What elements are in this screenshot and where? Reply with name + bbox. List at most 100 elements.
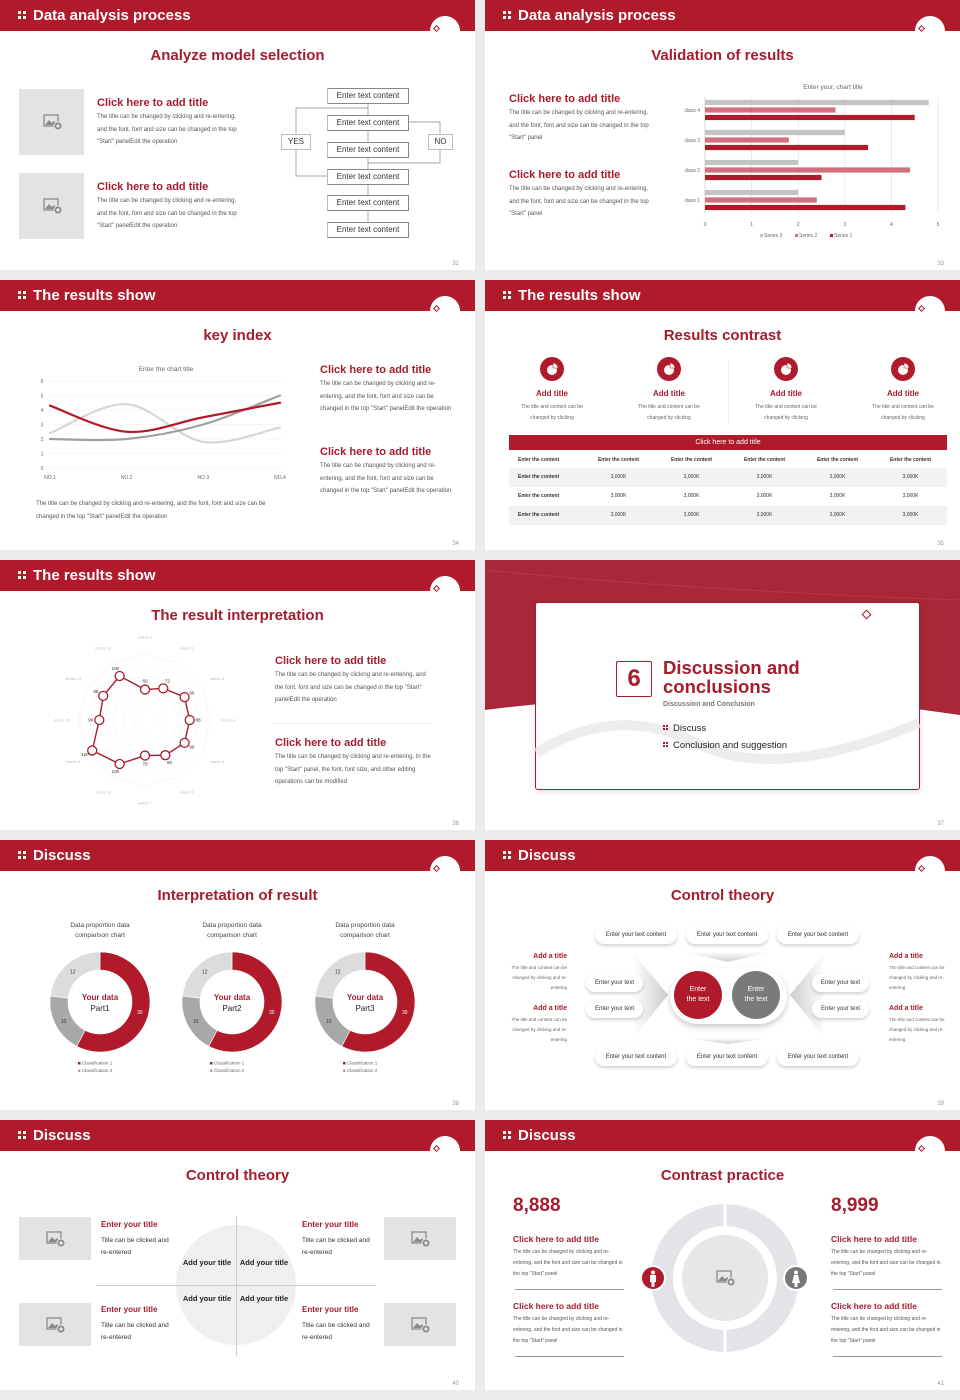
item-body[interactable]: The title can be changed by clicking and… — [509, 110, 649, 141]
item-title[interactable]: Enter your title — [302, 1305, 359, 1314]
slide-title[interactable]: Validation of results — [651, 47, 794, 64]
item-title[interactable]: Add a title — [533, 953, 567, 960]
data-label: 120 — [81, 752, 89, 757]
item-body[interactable]: The title can be changed by clicking and… — [831, 1249, 941, 1277]
feature-title[interactable]: Add title — [770, 389, 802, 398]
item-title[interactable]: Click here to add title — [509, 93, 621, 105]
quadrant-title[interactable]: Add your title — [182, 1294, 232, 1303]
bullet-item[interactable]: Conclusion and suggestion — [663, 740, 787, 751]
yes-box[interactable]: YES — [281, 134, 311, 150]
feature-title[interactable]: Add title — [536, 389, 568, 398]
dots-icon — [18, 1130, 21, 1134]
text-pill[interactable]: Enter your text — [812, 974, 869, 992]
flow-step-box[interactable]: Enter text content — [327, 88, 409, 104]
item-body[interactable]: Title can be clicked and re-entered — [302, 1322, 370, 1341]
image-placeholder[interactable] — [19, 173, 84, 239]
item-title[interactable]: Click here to add title — [97, 97, 209, 109]
item-title[interactable]: Click here to add title — [320, 446, 432, 458]
item-title[interactable]: Click here to add title — [831, 1234, 917, 1244]
text-pill[interactable]: Enter your text — [586, 974, 643, 992]
chart-caption[interactable]: The title can be changed by clicking and… — [36, 501, 266, 520]
gray-circle[interactable]: Enter the text — [732, 971, 780, 1019]
item-body[interactable]: The title can be changed by clicking and… — [509, 186, 649, 217]
item-body[interactable]: Title can be clicked and re-entered — [302, 1237, 370, 1256]
item-title[interactable]: Enter your title — [302, 1220, 359, 1229]
no-box[interactable]: NO — [428, 134, 453, 150]
item-title[interactable]: Click here to add title — [97, 181, 209, 193]
item-title[interactable]: Click here to add title — [831, 1301, 917, 1311]
item-title[interactable]: Add a title — [889, 1005, 923, 1012]
item-body[interactable]: The title can be changed by clicking and… — [513, 1316, 623, 1344]
item-title[interactable]: Enter your title — [101, 1305, 158, 1314]
flow-step-box[interactable]: Enter text content — [327, 115, 409, 131]
red-circle[interactable]: Enter the text — [674, 971, 722, 1019]
section-title[interactable]: Discussion and conclusions — [663, 657, 800, 697]
item-body[interactable]: The title can be changed by clicking and… — [320, 463, 452, 494]
item-body[interactable]: The title can be changed by clicking and… — [275, 672, 426, 703]
text-pill[interactable]: Enter your text content — [686, 926, 768, 944]
text-pill[interactable]: Enter your text content — [777, 1048, 859, 1066]
image-placeholder[interactable] — [384, 1303, 456, 1346]
item-title[interactable]: Click here to add title — [275, 737, 387, 749]
slide-title[interactable]: Contrast practice — [660, 1167, 785, 1184]
item-body[interactable]: The title and content can be changed by … — [889, 1017, 945, 1042]
feature-body[interactable]: The title and content can be changed by … — [872, 404, 934, 421]
item-title[interactable]: Add a title — [889, 953, 923, 960]
item-body[interactable]: The title can be changed by clicking and… — [97, 198, 237, 229]
item-title[interactable]: Click here to add title — [513, 1301, 599, 1311]
slide-title[interactable]: Interpretation of result — [157, 887, 318, 904]
item-title[interactable]: Click here to add title — [275, 655, 387, 667]
flow-step-box[interactable]: Enter text content — [327, 142, 409, 158]
mountain — [413, 1236, 425, 1242]
bullet-item[interactable]: Discuss — [663, 723, 706, 734]
text-pill[interactable]: Enter your text content — [595, 1048, 677, 1066]
item-body[interactable]: The title and content can be changed by … — [511, 1017, 567, 1042]
slide-title[interactable]: Results contrast — [663, 327, 782, 344]
item-title[interactable]: Click here to add title — [513, 1234, 599, 1244]
text-pill[interactable]: Enter your text content — [777, 926, 859, 944]
slide-title[interactable]: Analyze model selection — [150, 47, 325, 64]
feature-body[interactable]: The title and content can be changed by … — [755, 404, 817, 421]
table-row: Enter the content 3,000K 3,000K 3,000K 3,000… — [509, 468, 947, 487]
text-pill[interactable]: Enter your text content — [595, 926, 677, 944]
flow-step-box[interactable]: Enter text content — [327, 195, 409, 211]
item-body[interactable]: The title and content can be changed by … — [511, 965, 567, 990]
quadrant-title[interactable]: Add your title — [182, 1258, 232, 1267]
item-body[interactable]: Title can be clicked and re-entered — [101, 1322, 169, 1341]
quadrant-title[interactable]: Add your title — [239, 1294, 289, 1303]
item-body[interactable]: The title can be changed by clicking and… — [97, 114, 237, 145]
flow-step-box[interactable]: Enter text content — [327, 222, 409, 238]
item-title[interactable]: Enter your title — [101, 1220, 158, 1229]
feature-body[interactable]: The title and content can be changed by … — [638, 404, 700, 421]
slide-title[interactable]: The result interpretation — [151, 607, 324, 624]
plus — [59, 1326, 63, 1331]
item-title[interactable]: Click here to add title — [320, 364, 432, 376]
table-title-bar[interactable]: Click here to add title — [509, 435, 947, 450]
image-placeholder[interactable] — [19, 89, 84, 155]
image-placeholder[interactable] — [19, 1217, 91, 1260]
image-placeholder[interactable] — [19, 1303, 91, 1346]
flow-step-box[interactable]: Enter text content — [327, 169, 409, 185]
slide-title[interactable]: Control theory — [185, 1167, 290, 1184]
image-placeholder[interactable] — [384, 1217, 456, 1260]
item-body[interactable]: The title can be changed by clicking and… — [831, 1316, 941, 1344]
item-body[interactable]: The title and content can be changed by … — [889, 965, 945, 990]
text-pill[interactable]: Enter your text — [586, 1000, 643, 1018]
text-pill[interactable]: Enter your text content — [686, 1048, 768, 1066]
item-body[interactable]: Title can be clicked and re-entered — [101, 1237, 169, 1256]
slide-title[interactable]: Control theory — [670, 887, 775, 904]
feature-body[interactable]: The title and content can be changed by … — [521, 404, 583, 421]
item-body[interactable]: The title can be changed by clicking and… — [320, 381, 452, 412]
item-title[interactable]: Click here to add title — [509, 169, 621, 181]
slide-title[interactable]: key index — [203, 327, 272, 344]
item-body[interactable]: The title can be changed by clicking and… — [513, 1249, 623, 1277]
item-body[interactable]: The title can be changed by clicking and… — [275, 754, 431, 785]
quadrant-title[interactable]: Add your title — [239, 1258, 289, 1267]
text-pill[interactable]: Enter your text — [812, 1000, 869, 1018]
feature-title[interactable]: Add title — [653, 389, 685, 398]
feature-title[interactable]: Add title — [887, 389, 919, 398]
image-placeholder[interactable] — [713, 1268, 737, 1288]
item-title[interactable]: Add a title — [533, 1005, 567, 1012]
bullet-text: Conclusion and suggestion — [673, 740, 788, 751]
radar-point — [160, 750, 171, 761]
